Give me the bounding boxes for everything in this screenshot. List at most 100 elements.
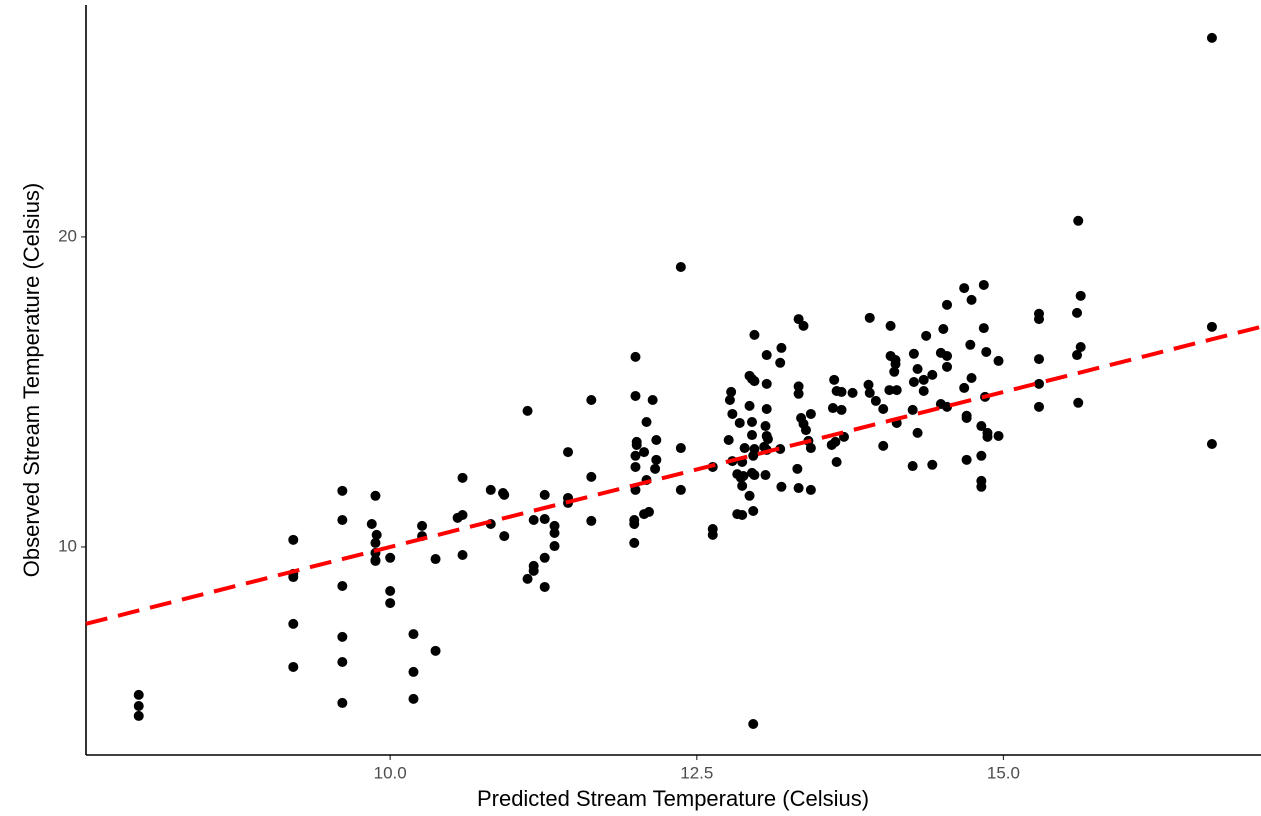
point (549, 520, 560, 531)
point (385, 552, 396, 563)
point (133, 701, 144, 712)
point (793, 388, 804, 399)
point (727, 408, 738, 419)
point (586, 515, 597, 526)
point (651, 454, 662, 465)
point (829, 374, 840, 385)
point (863, 379, 874, 390)
point (908, 348, 919, 359)
point (539, 514, 550, 525)
point (549, 528, 560, 539)
point (288, 618, 299, 629)
point (982, 431, 993, 442)
point (337, 697, 348, 708)
point (826, 439, 837, 450)
point (793, 381, 804, 392)
point (408, 666, 419, 677)
point (417, 520, 428, 531)
point (430, 645, 441, 656)
point (675, 261, 686, 272)
point (836, 404, 847, 415)
point (746, 417, 757, 428)
point (918, 374, 929, 385)
point (337, 581, 348, 592)
point (539, 489, 550, 500)
point (959, 283, 970, 294)
point (942, 350, 953, 361)
point (371, 529, 382, 540)
point (737, 510, 748, 521)
point (942, 299, 953, 310)
point (792, 463, 803, 474)
point (539, 552, 550, 563)
point (735, 472, 746, 483)
point (908, 377, 919, 388)
point (586, 394, 597, 405)
point (499, 531, 510, 542)
point (891, 385, 902, 396)
point (927, 369, 938, 380)
point (385, 598, 396, 609)
point (337, 485, 348, 496)
point (563, 447, 574, 458)
point (749, 376, 760, 387)
point (927, 459, 938, 470)
point (650, 463, 661, 474)
x-axis-title: Predicted Stream Temperature (Celsius) (477, 786, 869, 811)
point (744, 490, 755, 501)
point (748, 718, 759, 729)
point (1034, 378, 1045, 389)
point (761, 350, 772, 361)
point (1072, 307, 1083, 318)
point (1034, 354, 1045, 365)
point (864, 312, 875, 323)
point (776, 342, 787, 353)
point (993, 430, 1004, 441)
point (734, 417, 745, 428)
point (749, 470, 760, 481)
point (744, 400, 755, 411)
point (966, 294, 977, 305)
point (746, 430, 757, 441)
point (337, 514, 348, 525)
point (760, 470, 771, 481)
point (748, 505, 759, 516)
point (723, 434, 734, 445)
point (370, 555, 381, 566)
point (337, 656, 348, 667)
point (805, 408, 816, 419)
point (749, 329, 760, 340)
point (288, 572, 299, 583)
point (528, 514, 539, 525)
point (907, 404, 918, 415)
point (1075, 290, 1086, 301)
point (847, 387, 858, 398)
point (993, 355, 1004, 366)
x-tick-label: 10.0 (374, 763, 407, 782)
point (1206, 321, 1217, 332)
point (884, 385, 895, 396)
point (630, 461, 641, 472)
point (775, 357, 786, 368)
point (726, 386, 737, 397)
point (457, 550, 468, 561)
point (737, 480, 748, 491)
point (539, 581, 550, 592)
point (761, 403, 772, 414)
point (629, 519, 640, 530)
point (133, 689, 144, 700)
point (965, 339, 976, 350)
point (457, 510, 468, 521)
point (430, 554, 441, 565)
x-tick-label: 12.5 (680, 763, 713, 782)
point (961, 454, 972, 465)
point (978, 323, 989, 334)
point (1034, 401, 1045, 412)
point (370, 537, 381, 548)
point (761, 378, 772, 389)
point (889, 366, 900, 377)
point (912, 427, 923, 438)
x-tick-label: 15.0 (987, 763, 1020, 782)
point (961, 412, 972, 423)
